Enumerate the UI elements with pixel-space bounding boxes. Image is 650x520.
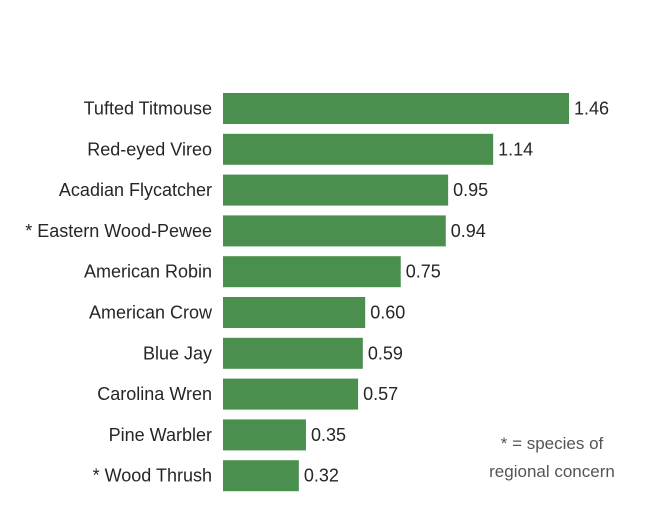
category-label: Red-eyed Vireo — [87, 139, 212, 159]
value-label: 1.46 — [574, 99, 609, 119]
bar — [223, 93, 569, 124]
bar — [223, 256, 401, 288]
value-label: 0.95 — [453, 180, 488, 200]
category-label: American Crow — [89, 303, 213, 323]
category-label: Carolina Wren — [97, 384, 212, 404]
value-label: 0.75 — [406, 262, 441, 282]
bar — [223, 215, 446, 247]
value-label: 0.35 — [311, 425, 346, 445]
value-label: 0.57 — [363, 384, 398, 404]
value-label: 0.94 — [451, 221, 486, 241]
category-label: American Robin — [84, 262, 212, 282]
category-label: * Wood Thrush — [93, 466, 212, 486]
footnote-line-2: regional concern — [489, 462, 615, 481]
category-label: Acadian Flycatcher — [59, 180, 212, 200]
category-label: Pine Warbler — [109, 425, 212, 445]
bar — [223, 460, 299, 492]
bar — [223, 419, 306, 451]
bar — [223, 337, 363, 369]
value-label: 0.32 — [304, 466, 339, 486]
value-label: 0.59 — [368, 343, 403, 363]
bar — [223, 297, 366, 328]
category-label: Blue Jay — [143, 343, 212, 363]
bar — [223, 378, 359, 410]
footnote: * = species of regional concern — [462, 430, 642, 486]
value-label: 1.14 — [498, 139, 533, 159]
bar — [223, 174, 449, 206]
footnote-line-1: * = species of — [500, 434, 604, 453]
category-label: Tufted Titmouse — [84, 99, 212, 119]
bar — [223, 133, 494, 165]
value-label: 0.60 — [370, 303, 405, 323]
category-label: * Eastern Wood-Pewee — [25, 221, 212, 241]
